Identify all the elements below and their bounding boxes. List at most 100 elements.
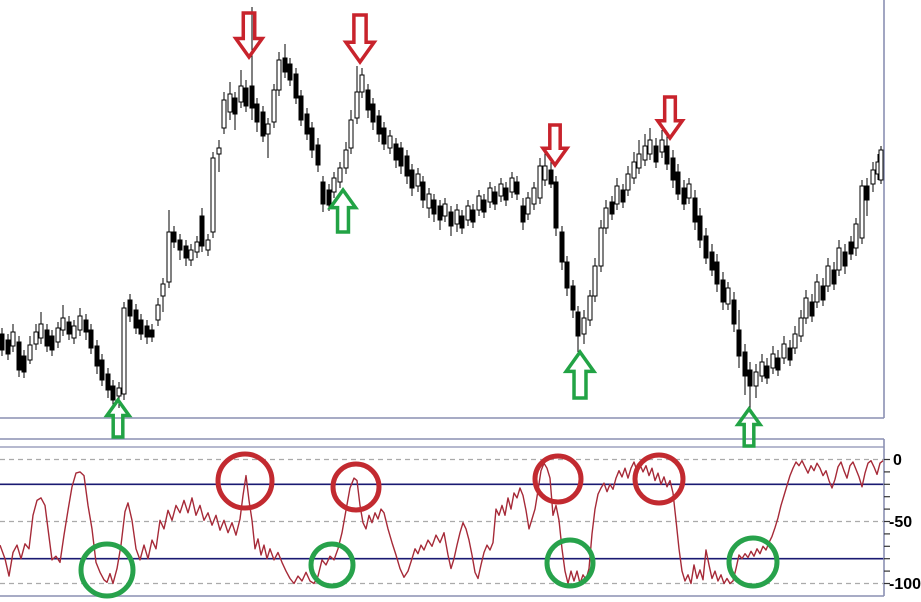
overbought-circle xyxy=(632,452,686,506)
candle-body-up xyxy=(33,331,39,345)
overbought-circle xyxy=(532,453,584,505)
candle-body-down xyxy=(514,181,520,195)
candle-body-down xyxy=(199,215,205,247)
candle-body-down xyxy=(664,145,670,165)
candle-body-down xyxy=(66,321,72,335)
candle-body-down xyxy=(99,359,105,381)
candle-body-down xyxy=(736,329,742,357)
candle-body-down xyxy=(714,261,720,285)
candle-body-up xyxy=(498,183,504,197)
candle-body-up xyxy=(647,139,653,155)
candle-body-down xyxy=(503,187,509,201)
candle-body-up xyxy=(825,265,831,287)
candle-body-down xyxy=(675,171,681,195)
candle-body-up xyxy=(836,247,842,271)
panel-borders xyxy=(0,0,885,597)
candle-body-up xyxy=(686,183,692,199)
candle-body-up xyxy=(387,135,393,149)
oversold-circle xyxy=(726,535,780,589)
candle-body-down xyxy=(764,365,770,379)
candle-body-up xyxy=(531,187,537,205)
candle-body-up xyxy=(792,333,798,349)
candle-body-down xyxy=(720,279,726,303)
candle-body-down xyxy=(653,145,659,163)
candle-body-up xyxy=(509,177,515,193)
candle-body-down xyxy=(381,127,387,145)
candle-body-down xyxy=(459,215,465,229)
sell-arrow-icon xyxy=(654,95,686,142)
axis-tick-label: -100 xyxy=(889,576,921,593)
candle-body-up xyxy=(636,153,642,169)
candle-body-up xyxy=(659,139,665,153)
candle-body-up xyxy=(814,281,820,303)
buy-arrow-icon xyxy=(562,348,598,400)
candle-body-down xyxy=(697,215,703,241)
candle-body-up xyxy=(166,231,172,283)
signal-circles xyxy=(78,451,780,599)
candle-body-up xyxy=(725,287,731,305)
candle-body-down xyxy=(293,73,299,99)
candle-body-up xyxy=(205,239,211,251)
candle-body-down xyxy=(177,239,183,251)
candle-body-up xyxy=(853,223,859,249)
candle-body-down xyxy=(409,169,415,189)
candle-body-up xyxy=(271,89,277,123)
axis-tick-label: -50 xyxy=(889,514,912,531)
candle-body-up xyxy=(465,205,471,221)
oversold-circle xyxy=(544,537,596,589)
candle-body-down xyxy=(232,97,238,115)
signal-arrows xyxy=(103,11,764,448)
candle-body-up xyxy=(216,147,222,155)
overbought-circle xyxy=(215,451,275,511)
candle-body-up xyxy=(581,317,587,335)
candle-body-down xyxy=(393,143,399,161)
candle-body-down xyxy=(848,241,854,255)
candle-body-down xyxy=(298,95,304,121)
candle-body-down xyxy=(282,57,288,73)
candle-body-up xyxy=(38,323,44,339)
axis-tick-label: 0 xyxy=(893,452,902,469)
candle-body-down xyxy=(809,301,815,317)
buy-arrow-icon xyxy=(326,186,360,234)
candle-body-up xyxy=(343,149,349,169)
candle-body-down xyxy=(326,189,332,206)
sell-arrow-icon xyxy=(342,13,378,66)
candle-body-down xyxy=(249,85,255,109)
candle-body-down xyxy=(787,347,793,361)
candle-body-down xyxy=(398,147,404,167)
candle-body-up xyxy=(878,149,884,181)
buy-arrow-icon xyxy=(103,396,133,439)
indicator-axis: 0 -50 -100 xyxy=(884,452,921,593)
candle-body-down xyxy=(254,103,260,123)
candle-body-down xyxy=(133,309,139,329)
candle-body-down xyxy=(731,299,737,325)
candle-body-down xyxy=(404,155,410,177)
candle-body-down xyxy=(492,191,498,205)
oversold-circle xyxy=(78,541,136,599)
candle-body-down xyxy=(564,261,570,289)
candle-body-up xyxy=(116,387,122,397)
candlestick-series xyxy=(0,7,884,408)
candle-body-up xyxy=(442,203,448,217)
candle-body-up xyxy=(803,297,809,319)
candle-body-down xyxy=(88,329,94,349)
candle-body-up xyxy=(155,304,161,321)
candle-body-up xyxy=(631,161,637,179)
sell-arrow-icon xyxy=(232,11,266,61)
candle-body-down xyxy=(709,251,715,271)
candle-body-up xyxy=(238,85,244,103)
candle-body-down xyxy=(681,187,687,205)
candle-body-down xyxy=(470,209,476,223)
buy-arrow-icon xyxy=(734,405,764,448)
candle-body-down xyxy=(94,345,100,367)
candle-body-up xyxy=(625,173,631,191)
candle-body-up xyxy=(525,197,531,215)
candle-body-up xyxy=(60,317,66,331)
candle-body-down xyxy=(149,329,155,338)
candle-body-down xyxy=(820,285,826,301)
candle-body-up xyxy=(160,283,166,297)
candle-body-down xyxy=(49,335,55,351)
candle-body-down xyxy=(437,205,443,221)
